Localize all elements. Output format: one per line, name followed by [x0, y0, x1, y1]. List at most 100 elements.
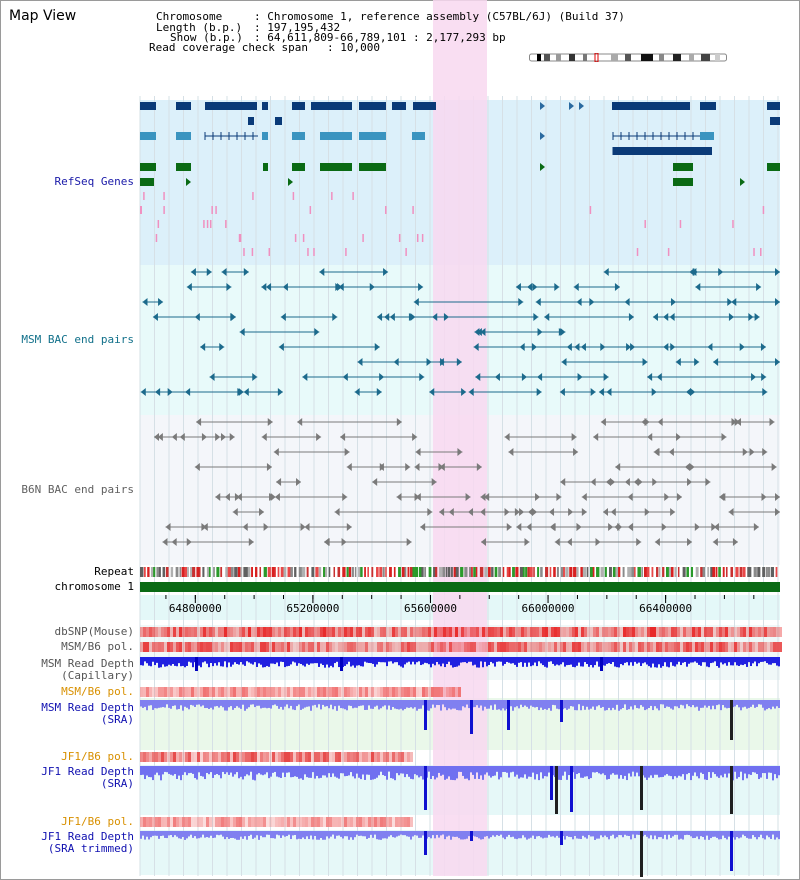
track-label-dbsnp[interactable]: dbSNP(Mouse): [54, 625, 134, 638]
depth-bar: [398, 766, 400, 776]
depth-bar: [308, 700, 310, 707]
depth-bar: [706, 766, 708, 780]
pol-cell: [350, 687, 353, 697]
repeat-element: [379, 567, 383, 577]
pol-cell: [323, 642, 326, 652]
track-label-refseq[interactable]: RefSeq Genes: [54, 175, 134, 188]
depth-bar: [514, 766, 516, 777]
depth-bar: [316, 831, 318, 840]
depth-bar: [188, 657, 190, 662]
gene-arrow: [540, 102, 545, 110]
pol-cell: [380, 687, 383, 697]
depth-bar: [164, 766, 166, 772]
track-label-msm-depth-sra[interactable]: MSM Read Depth (SRA): [41, 702, 134, 726]
depth-bar: [594, 831, 596, 840]
track-label-jf1-b6-pol-2[interactable]: JF1/B6 pol.: [61, 815, 134, 828]
repeat-element: [702, 567, 706, 577]
track-label-msm-b6-pol-2[interactable]: MSM/B6 pol.: [61, 685, 134, 698]
track-label-b6n-bac[interactable]: B6N BAC end pairs: [21, 483, 134, 496]
depth-bar: [242, 700, 244, 705]
pol-cell: [251, 687, 254, 697]
depth-bar: [692, 700, 694, 706]
depth-bar: [250, 700, 252, 705]
b6n-bac-pair-end: [480, 493, 486, 501]
repeat-element: [237, 567, 241, 577]
repeat-element: [251, 567, 254, 577]
msm-bac-pair-end: [408, 313, 414, 321]
depth-bar: [488, 700, 490, 709]
depth-bar: [718, 766, 720, 778]
depth-bar: [736, 700, 738, 705]
pol-cell: [572, 627, 575, 637]
pol-cell: [620, 642, 623, 652]
depth-bar: [492, 700, 494, 710]
pol-cell: [677, 627, 680, 637]
depth-bar: [380, 657, 382, 663]
depth-bar: [444, 766, 446, 780]
depth-bar: [616, 700, 618, 705]
pol-cell: [578, 627, 581, 637]
depth-bar: [632, 657, 634, 666]
depth-bar: [504, 831, 506, 840]
track-label-jf1-b6-pol[interactable]: JF1/B6 pol.: [61, 750, 134, 763]
depth-bar: [204, 831, 206, 838]
depth-bar: [678, 657, 680, 662]
depth-bar: [602, 831, 604, 838]
track-label-chromosome[interactable]: chromosome 1: [54, 580, 134, 593]
pol-cell: [527, 642, 530, 652]
depth-bar: [324, 831, 326, 840]
pol-cell: [578, 642, 581, 652]
depth-bar: [360, 831, 362, 836]
track-label-msm-depth-capillary[interactable]: MSM Read Depth (Capillary): [41, 658, 134, 682]
depth-bar: [574, 700, 576, 711]
track-label-msm-bac[interactable]: MSM BAC end pairs: [21, 333, 134, 346]
pol-cell: [755, 627, 758, 637]
track-label-repeat[interactable]: Repeat: [94, 565, 134, 578]
pol-cell: [314, 642, 317, 652]
pol-cell: [275, 817, 278, 827]
pol-cell: [377, 752, 380, 762]
depth-bar: [348, 700, 350, 706]
pol-cell: [212, 642, 215, 652]
pol-cell: [566, 642, 569, 652]
depth-bar: [388, 700, 390, 706]
depth-bar: [418, 657, 420, 662]
pol-cell: [776, 642, 779, 652]
b6n-bac-pair-end: [334, 508, 340, 516]
depth-bar: [234, 700, 236, 709]
depth-bar: [158, 831, 160, 839]
depth-bar: [698, 657, 700, 665]
track-label-msm-b6-pol[interactable]: MSM/B6 pol.: [61, 640, 134, 653]
pol-cell: [425, 627, 428, 637]
track-label-jf1-depth-trimmed[interactable]: JF1 Read Depth (SRA trimmed): [41, 831, 134, 855]
pol-cell: [317, 817, 320, 827]
pol-cell: [146, 627, 149, 637]
b6n-bac-pair-end: [236, 493, 242, 501]
depth-bar: [670, 831, 672, 838]
pol-cell: [401, 642, 404, 652]
gene-exon: [359, 102, 386, 110]
depth-bar: [494, 766, 496, 776]
depth-bar: [276, 700, 278, 706]
track-label-jf1-depth-sra[interactable]: JF1 Read Depth (SRA): [41, 766, 134, 790]
depth-bar: [306, 831, 308, 837]
depth-bar: [740, 700, 742, 711]
b6n-bac-pair-end: [761, 493, 767, 501]
depth-bar: [400, 657, 402, 667]
probe-tick: [157, 220, 160, 228]
depth-bar: [578, 766, 580, 774]
depth-bar: [180, 766, 182, 781]
msm-bac-pair-end: [739, 343, 745, 351]
chromosome-ideogram[interactable]: [529, 53, 727, 62]
pol-cell: [623, 642, 626, 652]
depth-bar: [612, 700, 614, 708]
pol-cell: [236, 752, 239, 762]
depth-bar: [160, 700, 162, 708]
depth-bar: [476, 766, 478, 773]
depth-bar: [572, 831, 574, 840]
header-info: Chromosome : Chromosome 1, reference ass…: [0, 8, 800, 107]
highlight-region: [433, 0, 487, 876]
pol-cell: [467, 627, 470, 637]
depth-bar: [536, 766, 538, 775]
